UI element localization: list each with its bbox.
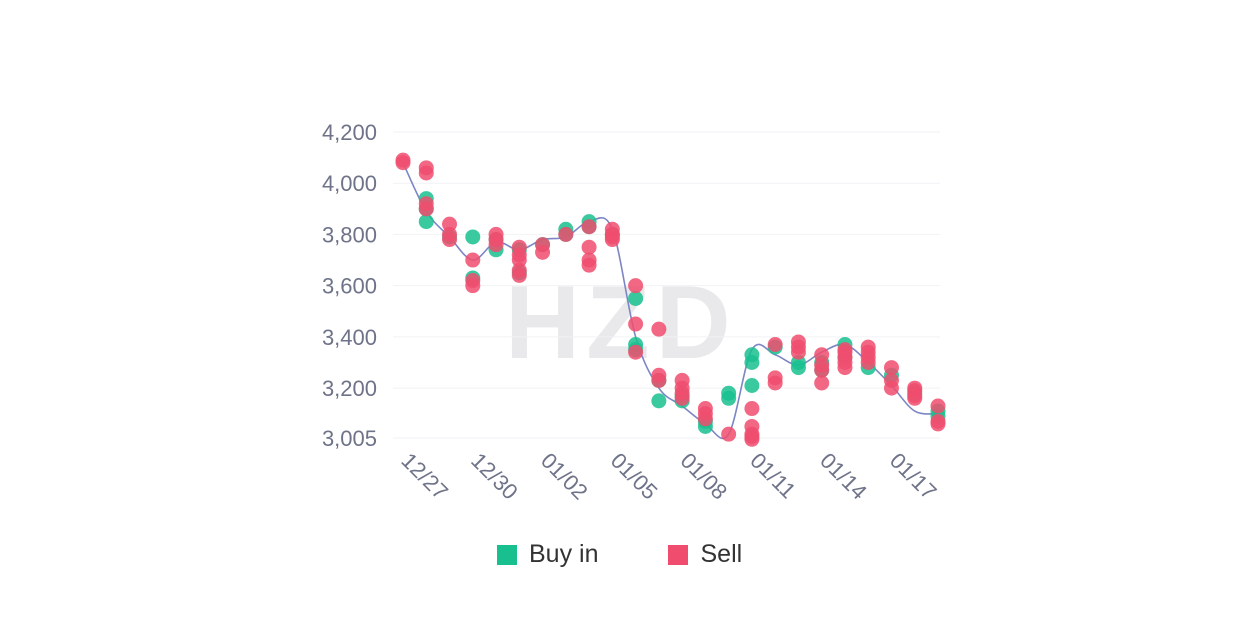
buy-in-swatch-icon [497, 544, 517, 565]
sell-point[interactable] [651, 321, 667, 337]
sell-point[interactable] [837, 342, 853, 358]
sell-point[interactable] [465, 252, 481, 268]
x-axis-ticks: 12/27 12/30 01/02 01/05 01/08 01/11 01/14 01/17 [396, 448, 941, 505]
sell-point[interactable] [465, 278, 481, 294]
sell-point[interactable] [930, 416, 946, 432]
sell-point[interactable] [604, 229, 620, 245]
watermark: HZD [505, 265, 737, 381]
y-tick-label: 4,000 [322, 171, 377, 196]
legend-item-sell[interactable]: Sell [668, 540, 742, 569]
sell-point[interactable] [767, 337, 783, 353]
sell-series [395, 152, 946, 447]
x-tick-label: 01/11 [745, 448, 800, 503]
y-tick-label: 3,400 [322, 325, 377, 350]
sell-point[interactable] [558, 226, 574, 242]
x-tick-label: 01/05 [606, 448, 663, 505]
sell-point[interactable] [674, 390, 690, 406]
legend-item-buy-in[interactable]: Buy in [497, 540, 598, 569]
sell-point[interactable] [721, 426, 737, 442]
sell-point[interactable] [418, 201, 434, 217]
sell-point[interactable] [697, 411, 713, 427]
buy-in-point[interactable] [465, 229, 481, 245]
y-tick-label: 3,200 [322, 376, 377, 401]
sell-point[interactable] [418, 165, 434, 181]
sell-point[interactable] [581, 239, 597, 255]
x-tick-label: 12/30 [466, 448, 523, 505]
x-tick-label: 01/14 [815, 448, 872, 505]
sell-point[interactable] [581, 219, 597, 235]
x-tick-label: 01/17 [885, 448, 942, 505]
sell-point[interactable] [814, 362, 830, 378]
sell-point[interactable] [628, 316, 644, 332]
x-tick-label: 01/08 [676, 448, 733, 505]
sell-point[interactable] [767, 375, 783, 391]
sell-point[interactable] [628, 278, 644, 294]
y-tick-label: 4,200 [322, 120, 377, 145]
buy-in-point[interactable] [418, 214, 434, 230]
grid-lines [393, 131, 940, 439]
sell-point[interactable] [511, 267, 527, 283]
x-tick-label: 12/27 [396, 448, 453, 505]
y-axis-ticks: 4,200 4,000 3,800 3,600 3,400 3,200 3,005 [322, 120, 377, 451]
sell-point[interactable] [837, 360, 853, 376]
sell-point[interactable] [581, 257, 597, 273]
sell-point[interactable] [930, 398, 946, 414]
sell-point[interactable] [535, 244, 551, 260]
buy-in-point[interactable] [744, 378, 760, 394]
sell-point[interactable] [651, 372, 667, 388]
legend: Buy in Sell [497, 540, 742, 569]
sell-point[interactable] [442, 232, 458, 248]
buy-in-point[interactable] [721, 390, 737, 406]
sell-point[interactable] [744, 429, 760, 445]
legend-label-sell: Sell [700, 540, 743, 568]
y-tick-label: 3,600 [322, 274, 377, 299]
sell-point[interactable] [814, 375, 830, 391]
sell-point[interactable] [907, 390, 923, 406]
sell-point[interactable] [395, 155, 411, 171]
buy-in-point[interactable] [744, 354, 760, 370]
sell-point[interactable] [628, 344, 644, 360]
sell-point[interactable] [488, 237, 504, 253]
sell-point[interactable] [860, 354, 876, 370]
y-tick-label: 3,800 [322, 222, 377, 247]
buy-in-point[interactable] [790, 360, 806, 376]
sell-point[interactable] [790, 344, 806, 360]
buy-in-point[interactable] [628, 290, 644, 306]
sell-point[interactable] [883, 360, 899, 376]
y-tick-label: 3,005 [322, 426, 377, 451]
sell-swatch-icon [668, 544, 689, 565]
legend-label-buy-in: Buy in [529, 540, 599, 568]
buy-in-point[interactable] [651, 393, 667, 409]
sell-point[interactable] [744, 401, 760, 417]
sell-point[interactable] [883, 380, 899, 396]
x-tick-label: 01/02 [536, 448, 593, 505]
